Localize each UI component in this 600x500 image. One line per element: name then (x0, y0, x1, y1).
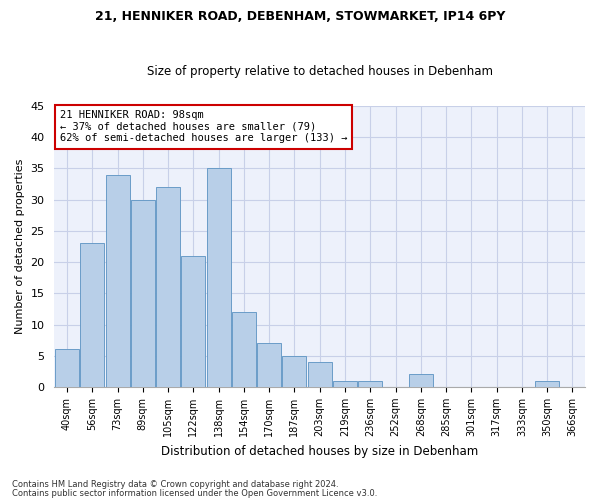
Bar (131, 200, 155, 387)
X-axis label: Distribution of detached houses by size in Debenham: Distribution of detached houses by size … (161, 444, 478, 458)
Bar (409, 374, 433, 387)
Text: 21 HENNIKER ROAD: 98sqm
← 37% of detached houses are smaller (79)
62% of semi-de: 21 HENNIKER ROAD: 98sqm ← 37% of detache… (60, 110, 347, 144)
Bar (106, 174, 130, 387)
Bar (358, 380, 382, 387)
Title: Size of property relative to detached houses in Debenham: Size of property relative to detached ho… (147, 66, 493, 78)
Bar (283, 356, 307, 387)
Text: Contains HM Land Registry data © Crown copyright and database right 2024.: Contains HM Land Registry data © Crown c… (12, 480, 338, 489)
Bar (257, 344, 281, 387)
Bar (333, 380, 357, 387)
Bar (55, 350, 79, 387)
Text: Contains public sector information licensed under the Open Government Licence v3: Contains public sector information licen… (12, 489, 377, 498)
Bar (181, 256, 205, 387)
Bar (232, 312, 256, 387)
Bar (80, 244, 104, 387)
Bar (308, 362, 332, 387)
Text: 21, HENNIKER ROAD, DEBENHAM, STOWMARKET, IP14 6PY: 21, HENNIKER ROAD, DEBENHAM, STOWMARKET,… (95, 10, 505, 23)
Bar (535, 380, 559, 387)
Y-axis label: Number of detached properties: Number of detached properties (15, 159, 25, 334)
Bar (206, 168, 230, 387)
Bar (156, 187, 180, 387)
